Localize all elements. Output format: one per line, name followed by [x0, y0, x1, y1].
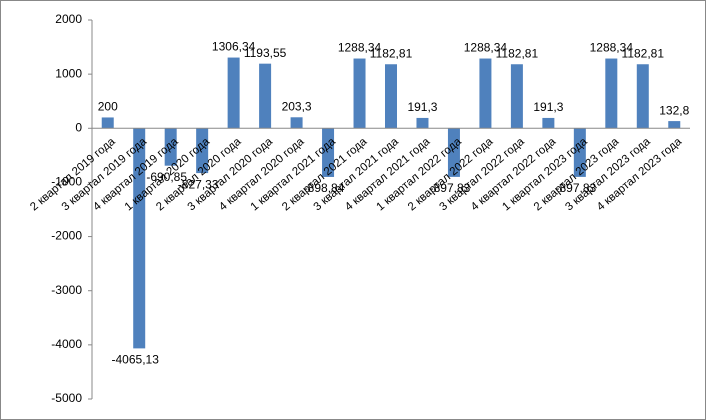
value-label: 132,8	[659, 103, 689, 117]
value-label: -690,85	[146, 170, 187, 184]
bar	[164, 128, 177, 166]
value-label: 1182,81	[496, 46, 539, 60]
value-label: 1288,34	[590, 41, 634, 55]
value-label: 191,3	[533, 100, 563, 114]
value-label: -897,83	[555, 181, 596, 195]
bar	[196, 128, 209, 174]
y-tick-label: 0	[75, 120, 82, 134]
y-tick-label: -5000	[51, 391, 82, 405]
y-tick-label: -2000	[51, 229, 82, 243]
value-label: 1182,81	[370, 46, 413, 60]
bar	[416, 117, 429, 129]
y-tick-label: -4000	[51, 337, 82, 351]
bar	[668, 121, 681, 129]
value-label: -4065,13	[112, 353, 160, 367]
bar	[353, 58, 366, 129]
bar	[101, 117, 114, 129]
bar	[636, 64, 649, 129]
value-label: -898,84	[304, 181, 345, 195]
y-tick-label: -3000	[51, 283, 82, 297]
value-label: 1182,81	[622, 46, 665, 60]
bar	[447, 128, 460, 177]
bar	[573, 128, 586, 177]
value-label: 1193,55	[244, 46, 287, 60]
bar	[605, 58, 618, 129]
y-tick-label: 1000	[55, 66, 82, 80]
bar	[510, 64, 523, 129]
value-label: -827,33	[178, 177, 219, 191]
value-label: 191,3	[407, 100, 437, 114]
bar	[322, 128, 335, 177]
value-label: 1288,34	[338, 41, 382, 55]
bar	[290, 117, 303, 129]
value-label: 1306,34	[212, 40, 256, 54]
bar	[542, 117, 555, 129]
bar	[227, 57, 240, 129]
value-label: 203,3	[282, 99, 312, 113]
bar	[385, 64, 397, 129]
value-label: 200	[98, 100, 118, 114]
bar	[479, 58, 492, 129]
value-label: -897,83	[430, 181, 471, 195]
bar	[259, 63, 272, 129]
value-label: 1288,34	[464, 41, 508, 55]
y-tick-label: -1000	[51, 175, 82, 189]
y-tick-label: 2000	[55, 12, 82, 26]
bar	[133, 128, 146, 349]
